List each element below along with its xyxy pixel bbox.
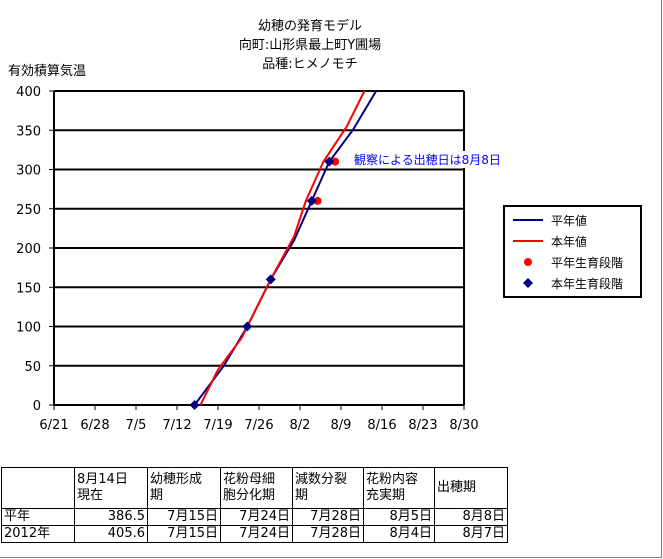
marker-point bbox=[242, 321, 253, 332]
legend: 平年値 本年値 平年生育段階 本年生育段階 bbox=[503, 205, 642, 298]
legend-item: 本年生育段階 bbox=[513, 274, 623, 292]
x-tick-label: 6/21 bbox=[39, 418, 68, 433]
table-cell: 386.5 bbox=[74, 508, 148, 526]
annotation: 観察による出穂日は8月8日 bbox=[354, 151, 501, 168]
marker-point bbox=[331, 157, 340, 166]
table-cell: 8月5日 bbox=[363, 508, 435, 526]
table-header bbox=[1, 467, 75, 509]
legend-label: 平年生育段階 bbox=[551, 255, 624, 270]
legend-label: 本年生育段階 bbox=[551, 276, 624, 291]
table-cell: 7月15日 bbox=[147, 508, 221, 526]
table-header: 8月14日 現在 bbox=[74, 467, 148, 509]
y-tick-label: 150 bbox=[16, 281, 41, 296]
y-tick-label: 200 bbox=[16, 242, 41, 257]
growth-stage-table: 8月14日 現在 幼穂形成 期 花粉母細 胞分化期 減数分裂 期 花粉内容 充実… bbox=[1, 467, 508, 543]
plot-area: 0 50 100 150 200 250 300 350 400 6/21 6/28 7/5 7/12 7… bbox=[16, 85, 478, 433]
x-tick-label: 8/2 bbox=[290, 418, 311, 433]
x-tick-label: 8/9 bbox=[331, 418, 352, 433]
table-cell: 8月7日 bbox=[434, 525, 508, 543]
series-line-本年値 bbox=[199, 90, 366, 406]
table-row: 平年 386.5 7月15日 7月24日 7月28日 8月5日 8月8日 bbox=[1, 508, 508, 526]
table-header: 花粉内容 充実期 bbox=[363, 467, 435, 509]
table-cell: 平年 bbox=[1, 508, 75, 526]
table-cell: 7月24日 bbox=[220, 508, 293, 526]
table-header: 幼穂形成 期 bbox=[147, 467, 221, 509]
title-line-1: 幼穂の発育モデル bbox=[257, 19, 362, 34]
table-header: 花粉母細 胞分化期 bbox=[220, 467, 293, 509]
table-cell: 2012年 bbox=[1, 525, 75, 543]
x-tick-label: 7/5 bbox=[126, 418, 147, 433]
title-line-3: 品種:ヒメノモチ bbox=[262, 57, 358, 72]
chart-title: 幼穂の発育モデル 向町:山形県最上町Y圃場 品種:ヒメノモチ bbox=[180, 17, 440, 74]
x-tick-label: 6/28 bbox=[80, 418, 109, 433]
table-cell: 7月28日 bbox=[292, 525, 364, 543]
marker-point bbox=[189, 400, 200, 410]
table-cell: 7月15日 bbox=[147, 525, 221, 543]
x-tick-label: 8/30 bbox=[449, 418, 478, 433]
table-cell: 8月8日 bbox=[434, 508, 508, 526]
legend-label: 平年値 bbox=[551, 213, 588, 228]
table-header-row: 8月14日 現在 幼穂形成 期 花粉母細 胞分化期 減数分裂 期 花粉内容 充実… bbox=[1, 467, 508, 509]
x-tick-label: 7/12 bbox=[162, 418, 191, 433]
marker-point bbox=[313, 196, 322, 205]
table-row: 2012年 405.6 7月15日 7月24日 7月28日 8月4日 8月7日 bbox=[1, 525, 508, 543]
table-cell: 8月4日 bbox=[363, 525, 435, 543]
legend-label: 本年値 bbox=[551, 234, 588, 249]
legend-item: 本年値 bbox=[513, 232, 587, 250]
table-cell: 7月24日 bbox=[220, 525, 293, 543]
x-tick-label: 7/26 bbox=[244, 418, 273, 433]
table-cell: 405.6 bbox=[74, 525, 148, 543]
y-tick-label: 350 bbox=[16, 124, 41, 139]
y-tick-label: 0 bbox=[33, 399, 41, 414]
title-line-2: 向町:山形県最上町Y圃場 bbox=[238, 38, 382, 53]
legend-item: 平年生育段階 bbox=[513, 253, 623, 271]
table-header: 出穂期 bbox=[434, 467, 508, 509]
marker-point bbox=[324, 156, 335, 167]
y-tick-label: 300 bbox=[16, 164, 41, 179]
table-header: 減数分裂 期 bbox=[292, 467, 364, 509]
y-axis-label: 有効積算気温 bbox=[8, 64, 87, 79]
x-tick-label: 8/23 bbox=[408, 418, 437, 433]
y-tick-label: 100 bbox=[16, 321, 41, 336]
y-tick-label: 50 bbox=[24, 360, 41, 375]
marker-point bbox=[306, 195, 317, 206]
table-cell: 7月28日 bbox=[292, 508, 364, 526]
legend-item: 平年値 bbox=[513, 211, 587, 229]
y-tick-label: 250 bbox=[16, 203, 41, 218]
x-tick-label: 7/19 bbox=[203, 418, 232, 433]
marker-point bbox=[265, 274, 276, 285]
y-tick-label: 400 bbox=[16, 85, 41, 100]
x-tick-label: 8/16 bbox=[367, 418, 396, 433]
